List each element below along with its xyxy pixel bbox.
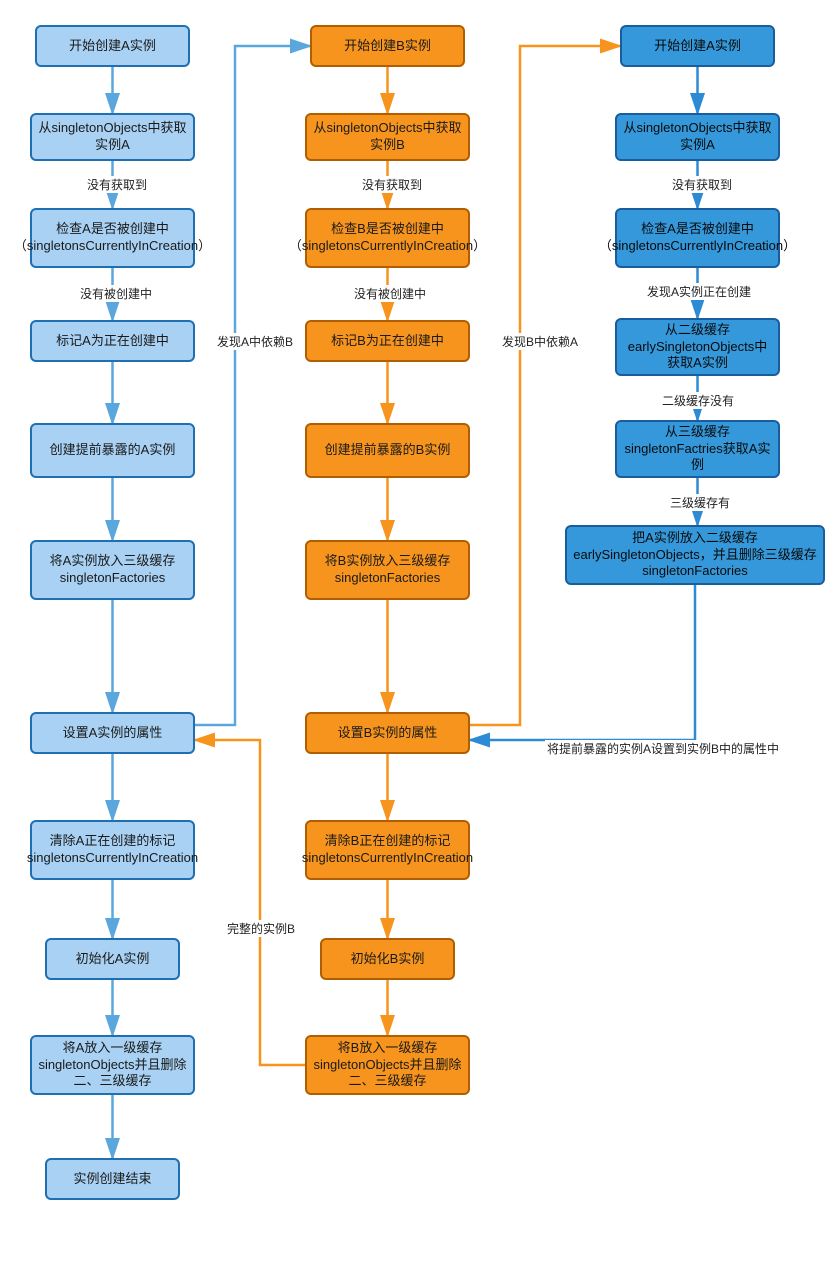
edge-label: 发现A中依赖B: [215, 333, 295, 350]
edge-label: 发现A实例正在创建: [645, 283, 753, 300]
flowchart-node-a2: 从singletonObjects中获取实例A: [30, 113, 195, 161]
flowchart-node-b2: 从singletonObjects中获取实例B: [305, 113, 470, 161]
flowchart-node-a11: 实例创建结束: [45, 1158, 180, 1200]
edge-label: 没有被创建中: [352, 285, 428, 302]
flowchart-node-a3: 检查A是否被创建中（singletonsCurrentlyInCreation）: [30, 208, 195, 268]
flowchart-node-b7: 设置B实例的属性: [305, 712, 470, 754]
flowchart-node-b9: 初始化B实例: [320, 938, 455, 980]
edge-label: 三级缓存有: [668, 494, 732, 511]
flowchart-node-b8: 清除B正在创建的标记singletonsCurrentlyInCreation: [305, 820, 470, 880]
flowchart-node-b4: 标记B为正在创建中: [305, 320, 470, 362]
flowchart-node-b5: 创建提前暴露的B实例: [305, 423, 470, 478]
edge-label: 完整的实例B: [225, 920, 297, 937]
edge-label: 没有获取到: [670, 176, 734, 193]
flowchart-node-c2: 从singletonObjects中获取实例A: [615, 113, 780, 161]
edge-label: 没有获取到: [85, 176, 149, 193]
flowchart-node-b3: 检查B是否被创建中（singletonsCurrentlyInCreation）: [305, 208, 470, 268]
flowchart-node-a7: 设置A实例的属性: [30, 712, 195, 754]
flowchart-node-c6: 把A实例放入二级缓存earlySingletonObjects，并且删除三级缓存…: [565, 525, 825, 585]
edge-label: 二级缓存没有: [660, 392, 736, 409]
edge-label: 将提前暴露的实例A设置到实例B中的属性中: [545, 740, 781, 757]
flowchart-node-c3: 检查A是否被创建中（singletonsCurrentlyInCreation）: [615, 208, 780, 268]
flowchart-node-b6: 将B实例放入三级缓存singletonFactories: [305, 540, 470, 600]
flowchart-node-a10: 将A放入一级缓存singletonObjects并且删除二、三级缓存: [30, 1035, 195, 1095]
flowchart-node-c5: 从三级缓存singletonFactries获取A实例: [615, 420, 780, 478]
flowchart-node-a4: 标记A为正在创建中: [30, 320, 195, 362]
flowchart-node-a6: 将A实例放入三级缓存singletonFactories: [30, 540, 195, 600]
flowchart-node-a5: 创建提前暴露的A实例: [30, 423, 195, 478]
edge-label: 发现B中依赖A: [500, 333, 580, 350]
flowchart-node-c1: 开始创建A实例: [620, 25, 775, 67]
flowchart-node-b10: 将B放入一级缓存singletonObjects并且删除二、三级缓存: [305, 1035, 470, 1095]
flowchart-node-a1: 开始创建A实例: [35, 25, 190, 67]
edge-label: 没有获取到: [360, 176, 424, 193]
flowchart-node-c4: 从二级缓存earlySingletonObjects中获取A实例: [615, 318, 780, 376]
edge-label: 没有被创建中: [78, 285, 154, 302]
flowchart-node-a9: 初始化A实例: [45, 938, 180, 980]
flowchart-node-a8: 清除A正在创建的标记singletonsCurrentlyInCreation: [30, 820, 195, 880]
flowchart-node-b1: 开始创建B实例: [310, 25, 465, 67]
